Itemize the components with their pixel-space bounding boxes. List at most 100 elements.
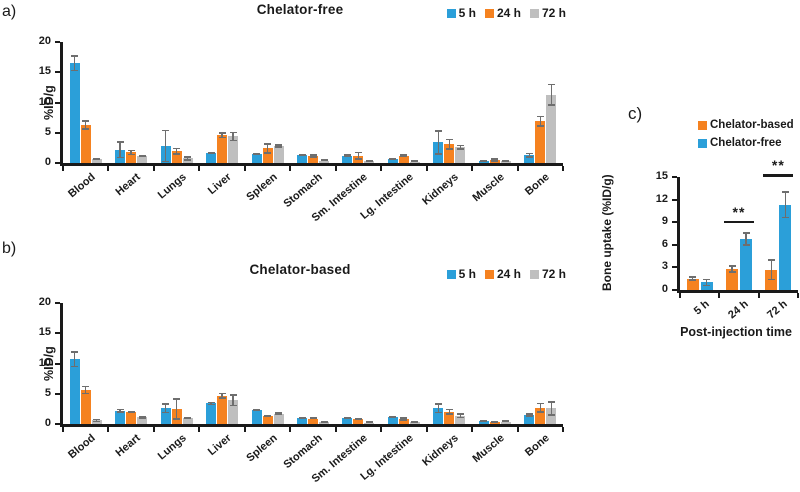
legend-label: 24 h	[496, 267, 521, 281]
error-bar-line	[770, 259, 773, 281]
x-axis-tick	[679, 293, 681, 298]
x-axis-tick	[562, 166, 564, 171]
error-bar-cap-bottom	[525, 415, 533, 417]
error-bar-line	[459, 413, 462, 419]
error-bar-cap-bottom	[445, 413, 453, 415]
bar-24h-Sm-Intestine	[353, 418, 364, 424]
error-bar	[253, 152, 261, 155]
x-axis-tick	[152, 427, 155, 432]
error-bar	[264, 414, 272, 417]
y-tick-label: 5	[44, 125, 51, 138]
error-bar-line	[186, 156, 189, 161]
bar-5h-Muscle	[478, 420, 489, 424]
error-bar-cap-bottom	[229, 404, 237, 407]
error-bar	[116, 141, 124, 159]
panel-b-plot: Blood Heart Lungs Liver Spleen Stomach Sm. Int…	[39, 296, 564, 485]
bar-24h-Heart	[126, 411, 137, 424]
error-bar-cap-top	[93, 418, 101, 421]
error-bar-cap-top	[742, 232, 750, 234]
bar-72h-Lungs	[182, 417, 193, 424]
error-bar-line	[403, 154, 405, 158]
bar-72h-Kidneys	[455, 147, 466, 163]
error-bar	[456, 413, 464, 419]
bar-72h-Heart	[137, 417, 148, 424]
error-bar-cap-bottom	[138, 155, 146, 157]
error-bar-line	[175, 398, 178, 420]
error-bar-line	[73, 55, 76, 72]
error-bar	[411, 420, 419, 423]
error-bar-line	[84, 385, 87, 395]
error-bar-cap-bottom	[82, 392, 90, 395]
error-bar-cap-bottom	[742, 244, 750, 246]
y-tick-label: 12	[655, 192, 668, 205]
legend-item: Chelator-based	[698, 119, 794, 131]
bar-72h-Blood	[91, 159, 102, 163]
error-bar-cap-top	[547, 83, 555, 86]
error-bar-cap-bottom	[411, 421, 419, 423]
x-category-label: Lungs	[155, 171, 189, 202]
error-bar-cap-bottom	[298, 154, 306, 157]
legend-label: Chelator-free	[710, 137, 782, 149]
error-bar-cap-top	[184, 156, 192, 158]
x-axis-tick	[289, 427, 292, 432]
error-bar	[445, 138, 453, 150]
error-bar-line	[745, 232, 747, 246]
error-bar	[491, 158, 499, 162]
error-bar-line	[312, 154, 314, 158]
error-bar-line	[130, 149, 132, 156]
error-bar-cap-bottom	[184, 159, 192, 161]
error-bar-line	[539, 115, 542, 127]
error-bar	[689, 276, 697, 281]
error-bar-cap-top	[689, 276, 697, 278]
x-category-label: Kidneys	[420, 171, 462, 208]
bar-5h-Stomach	[297, 418, 307, 424]
x-category-label: Spleen	[243, 171, 280, 204]
error-bar-line	[550, 401, 553, 416]
y-axis-tick	[55, 162, 60, 164]
error-bar-cap-top	[218, 132, 226, 134]
bar-72h-Muscle	[500, 421, 511, 424]
x-axis-tick	[152, 166, 155, 171]
bar-72h-Stomach	[319, 422, 329, 424]
y-axis-tick	[672, 221, 677, 224]
error-bar-cap-bottom	[365, 421, 373, 424]
error-bar-cap-bottom	[365, 160, 373, 162]
error-bar-line	[221, 392, 223, 399]
error-bar-cap-bottom	[162, 411, 170, 414]
error-bar-cap-top	[162, 403, 170, 405]
error-bar-cap-top	[456, 144, 464, 147]
bar-24h-Lungs	[171, 151, 182, 163]
y-tick-label: 15	[38, 326, 51, 339]
error-bar-cap-top	[728, 265, 736, 267]
bar-72h-Kidneys	[455, 415, 466, 424]
error-bar-line	[277, 144, 280, 148]
error-bar-cap-bottom	[275, 413, 283, 416]
x-axis-tick	[718, 293, 721, 298]
error-bar-line	[448, 408, 451, 415]
error-bar-line	[232, 394, 234, 407]
error-bar-cap-bottom	[434, 411, 442, 414]
error-bar-line	[95, 418, 98, 423]
bar-5h-Blood	[69, 359, 80, 424]
error-bar-cap-bottom	[502, 420, 510, 423]
error-bar-cap-bottom	[480, 420, 488, 422]
error-bar-cap-bottom	[502, 160, 510, 162]
error-bar-cap-top	[218, 392, 226, 395]
x-axis-tick	[334, 166, 337, 171]
error-bar-line	[705, 278, 708, 287]
error-bar	[71, 55, 79, 72]
error-bar	[536, 115, 544, 127]
x-axis-tick	[471, 166, 474, 171]
error-bar	[354, 151, 362, 160]
error-bar-cap-bottom	[173, 153, 181, 155]
error-bar-line	[437, 403, 440, 414]
bar-5h-Muscle	[478, 160, 489, 163]
error-bar-cap-top	[354, 417, 362, 420]
error-bar-cap-bottom	[525, 156, 533, 158]
y-axis-tick	[55, 101, 60, 104]
error-bar-cap-bottom	[309, 417, 317, 420]
error-bar-line	[550, 83, 553, 106]
bar-Chelator-free-24-h	[740, 238, 752, 290]
error-bar	[253, 408, 261, 412]
